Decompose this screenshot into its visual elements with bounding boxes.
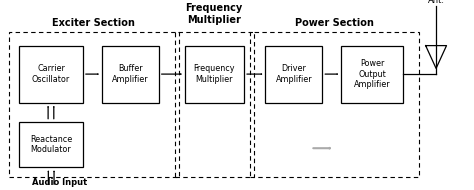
Bar (9, 32, 179, 177)
Bar (175, 32, 254, 177)
Text: Audio Input: Audio Input (32, 178, 88, 187)
Bar (265, 46, 322, 103)
Text: Power
Output
Amplifier: Power Output Amplifier (354, 59, 391, 89)
Text: Exciter Section: Exciter Section (53, 17, 135, 28)
Text: Driver
Amplifier: Driver Amplifier (275, 64, 312, 84)
Bar (250, 32, 419, 177)
Bar (102, 46, 159, 103)
Bar (185, 46, 244, 103)
Bar (341, 46, 403, 103)
Text: Carrier
Oscillator: Carrier Oscillator (32, 64, 70, 84)
Bar (19, 46, 83, 103)
Text: Power Section: Power Section (295, 17, 374, 28)
Text: Reactance
Modulator: Reactance Modulator (30, 135, 72, 154)
Bar (19, 122, 83, 167)
Text: Ant.: Ant. (428, 0, 445, 5)
Text: Buffer
Amplifier: Buffer Amplifier (112, 64, 149, 84)
Text: Frequency
Multiplier: Frequency Multiplier (186, 3, 243, 25)
Text: Frequency
Multiplier: Frequency Multiplier (194, 64, 235, 84)
